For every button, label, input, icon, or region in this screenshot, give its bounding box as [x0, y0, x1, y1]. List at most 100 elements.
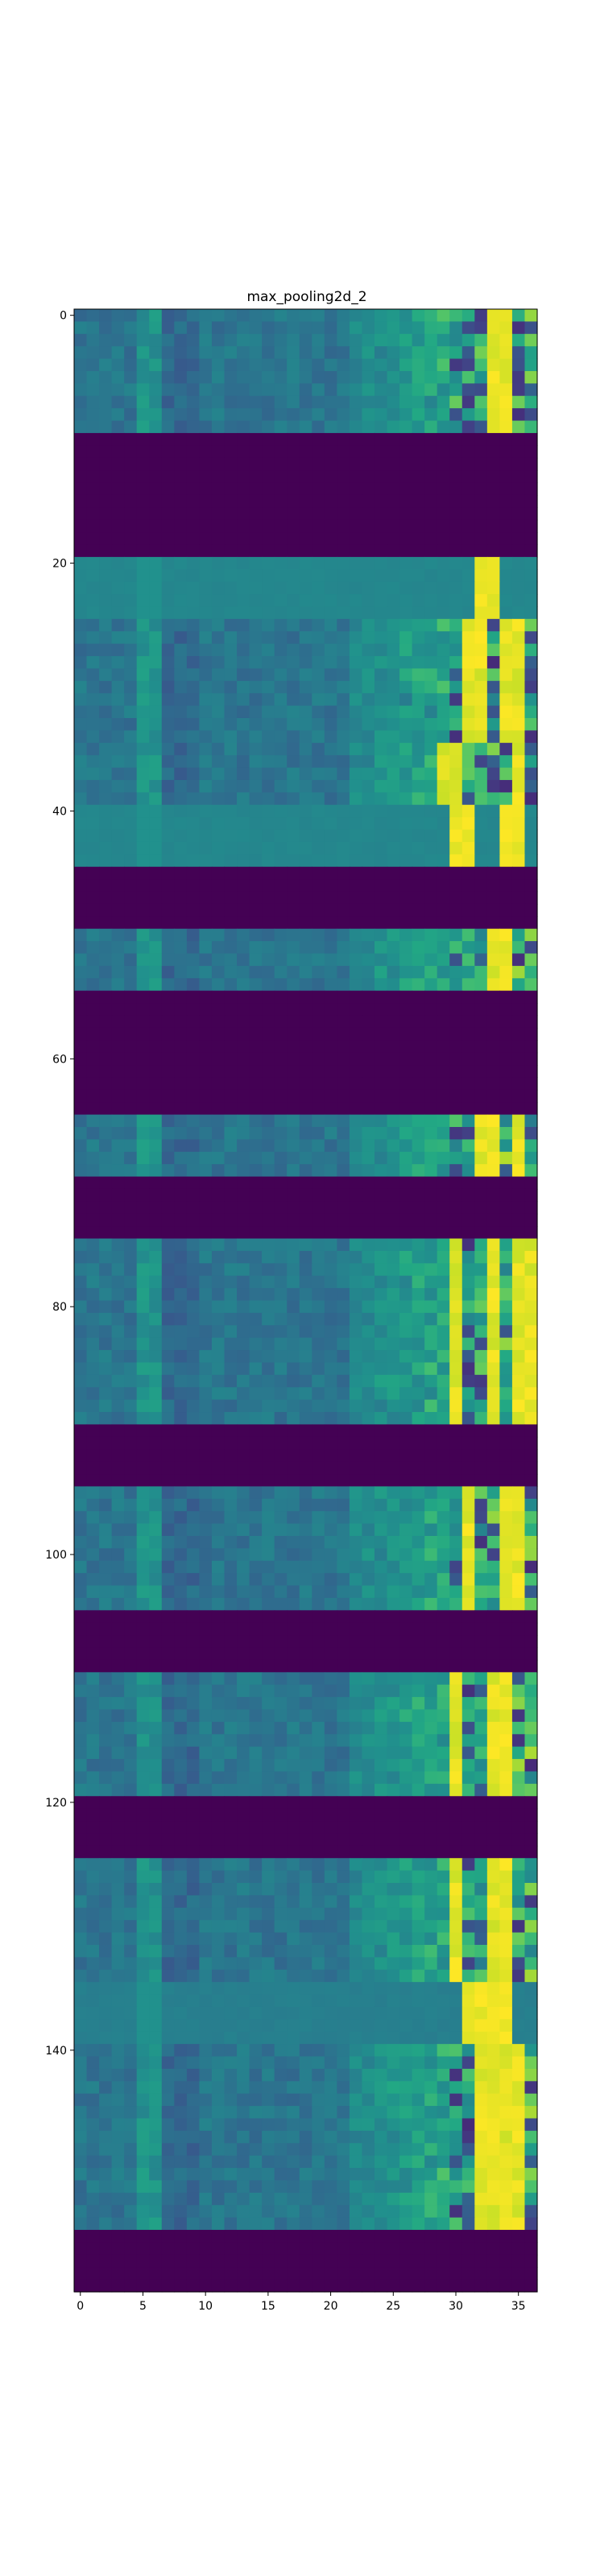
heatmap-cell: [511, 395, 526, 409]
heatmap-cell: [499, 1188, 513, 1202]
heatmap-cell: [136, 1387, 150, 1401]
heatmap-cell: [161, 1944, 175, 1958]
heatmap-cell: [474, 1424, 488, 1438]
heatmap-cell: [224, 1920, 238, 1934]
heatmap-cell: [337, 841, 350, 855]
heatmap-cell: [312, 507, 325, 521]
heatmap-cell: [424, 941, 438, 955]
heatmap-cell: [412, 1833, 425, 1847]
heatmap-cell: [99, 1387, 113, 1401]
heatmap-cell: [211, 1771, 226, 1785]
heatmap-cell: [274, 1461, 288, 1475]
heatmap-cell: [299, 1077, 312, 1091]
heatmap-cell: [437, 1213, 450, 1227]
heatmap-cell: [149, 1808, 163, 1822]
heatmap-cell: [86, 482, 100, 496]
heatmap-cell: [224, 643, 238, 657]
heatmap-cell: [136, 470, 150, 484]
heatmap-cell: [124, 383, 138, 397]
heatmap-cell: [199, 928, 213, 942]
heatmap-cell: [474, 965, 488, 979]
heatmap-cell: [374, 395, 388, 409]
heatmap-cell: [174, 581, 188, 595]
heatmap-cell: [299, 978, 312, 992]
heatmap-cell: [186, 767, 200, 781]
heatmap-cell: [224, 1486, 238, 1500]
heatmap-cell: [224, 445, 238, 459]
heatmap-cell: [224, 1845, 238, 1859]
heatmap-cell: [424, 928, 438, 942]
heatmap-cell: [499, 494, 513, 508]
heatmap-cell: [199, 705, 213, 719]
heatmap-cell: [399, 1672, 413, 1686]
heatmap-cell: [524, 1771, 538, 1785]
heatmap-cell: [424, 643, 438, 657]
heatmap-cell: [474, 346, 488, 360]
heatmap-cell: [287, 1672, 300, 1686]
heatmap-cell: [99, 556, 113, 570]
heatmap-cell: [99, 1312, 113, 1326]
heatmap-cell: [186, 941, 200, 955]
heatmap-cell: [199, 965, 213, 979]
heatmap-cell: [387, 1610, 400, 1624]
heatmap-cell: [237, 1449, 250, 1463]
heatmap-cell: [211, 879, 226, 893]
heatmap-cell: [149, 1845, 163, 1859]
heatmap-cell: [374, 1635, 388, 1649]
heatmap-cell: [262, 1201, 275, 1215]
heatmap-cell: [449, 1114, 463, 1128]
heatmap-cell: [99, 1213, 113, 1227]
heatmap-cell: [211, 1337, 226, 1351]
heatmap-cell: [211, 668, 226, 682]
heatmap-cell: [424, 1399, 438, 1413]
heatmap-cell: [149, 1424, 163, 1438]
heatmap-cell: [499, 321, 513, 335]
heatmap-cell: [237, 792, 250, 806]
heatmap-cell: [262, 1164, 275, 1178]
heatmap-cell: [74, 1709, 88, 1723]
heatmap-cell: [124, 1895, 138, 1909]
heatmap-cell: [424, 1027, 438, 1041]
heatmap-cell: [274, 1796, 288, 1810]
heatmap-cell: [136, 1771, 150, 1785]
heatmap-cell: [437, 1907, 450, 1921]
heatmap-cell: [312, 1374, 325, 1388]
heatmap-cell: [262, 1424, 275, 1438]
heatmap-cell: [511, 1808, 526, 1822]
heatmap-cell: [136, 656, 150, 670]
heatmap-cell: [424, 730, 438, 744]
heatmap-cell: [511, 1412, 526, 1426]
heatmap-cell: [74, 742, 88, 756]
heatmap-cell: [449, 879, 463, 893]
heatmap-cell: [449, 891, 463, 905]
heatmap-cell: [174, 1436, 188, 1450]
heatmap-cell: [149, 1796, 163, 1810]
heatmap-cell: [237, 1040, 250, 1054]
heatmap-cell: [337, 1176, 350, 1190]
heatmap-cell: [262, 1312, 275, 1326]
heatmap-cell: [437, 1647, 450, 1661]
heatmap-cell: [349, 1139, 363, 1153]
heatmap-cell: [461, 1771, 475, 1785]
heatmap-cell: [149, 321, 163, 335]
heatmap-cell: [387, 941, 400, 955]
heatmap-cell: [74, 1845, 88, 1859]
heatmap-cell: [374, 1312, 388, 1326]
heatmap-cell: [387, 1065, 400, 1079]
heatmap-cell: [124, 457, 138, 471]
heatmap-cell: [224, 1684, 238, 1698]
heatmap-cell: [136, 965, 150, 979]
heatmap-cell: [237, 1114, 250, 1128]
heatmap-cell: [237, 928, 250, 942]
heatmap-cell: [349, 346, 363, 360]
heatmap-cell: [337, 693, 350, 707]
heatmap-cell: [237, 346, 250, 360]
heatmap-cell: [486, 606, 500, 620]
heatmap-cell: [424, 1932, 438, 1946]
heatmap-cell: [136, 581, 150, 595]
heatmap-cell: [324, 668, 337, 682]
heatmap-cell: [262, 1659, 275, 1673]
heatmap-cell: [474, 1821, 488, 1835]
heatmap-cell: [437, 1821, 450, 1835]
